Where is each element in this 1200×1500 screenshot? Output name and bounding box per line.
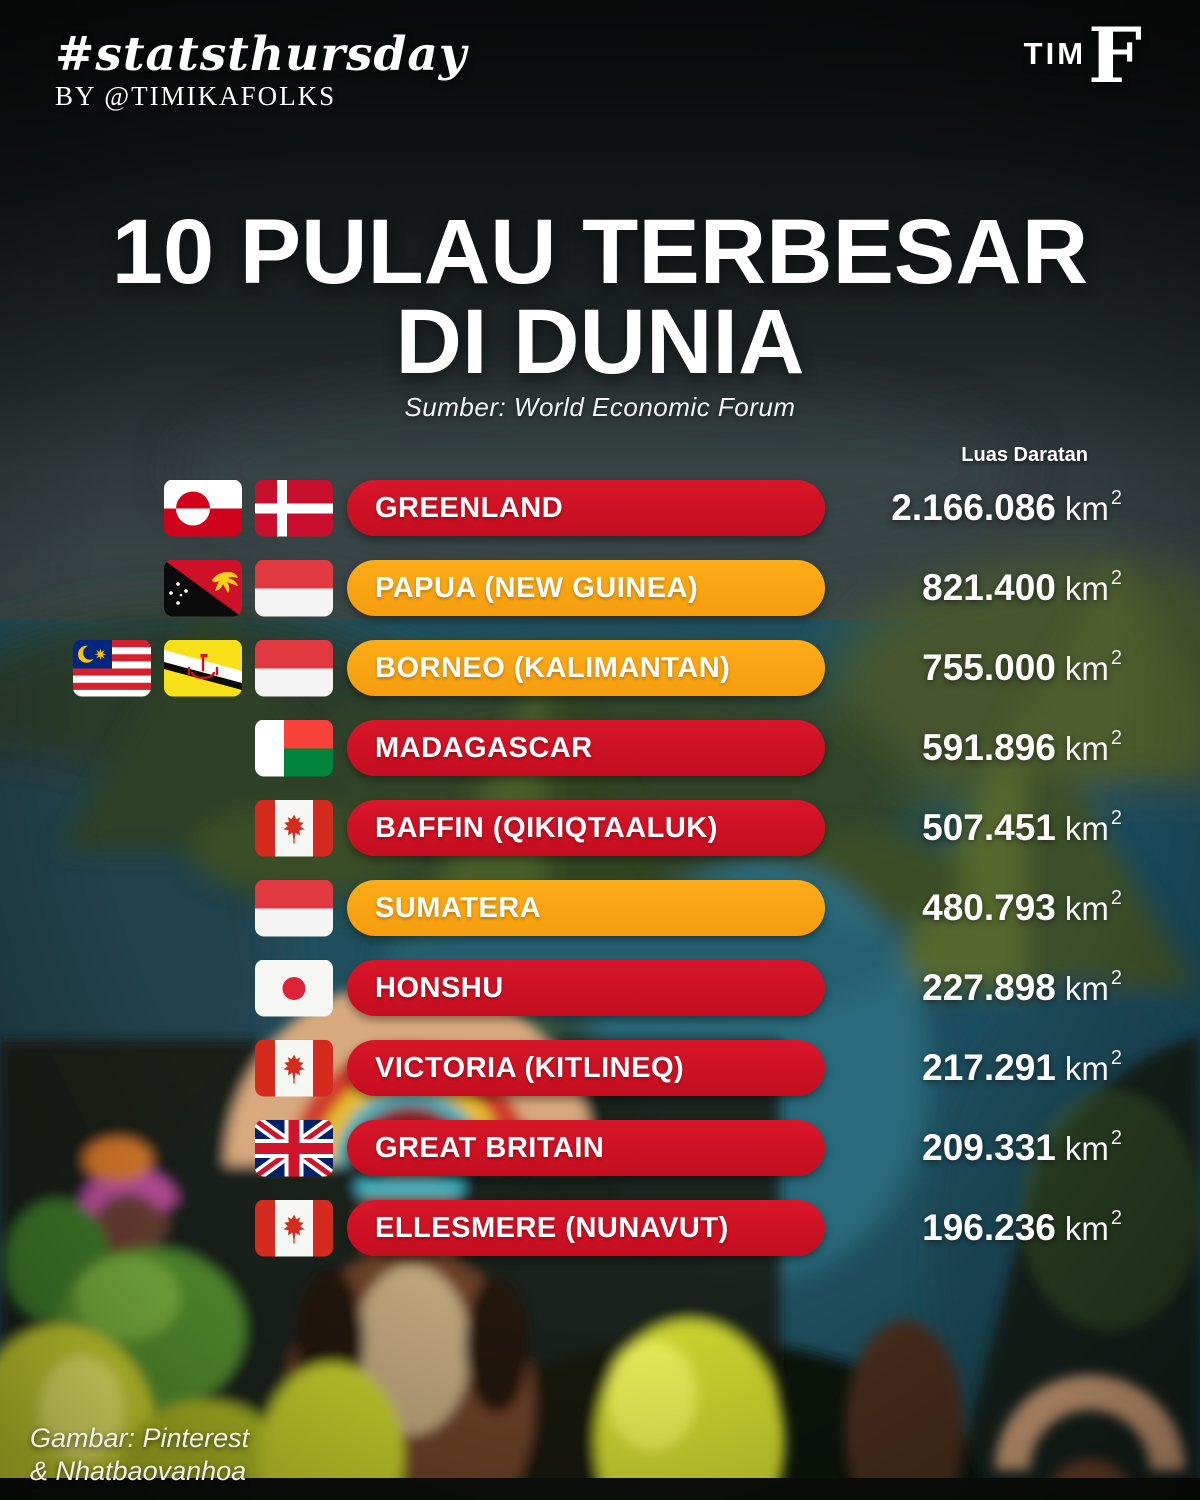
flag-indonesia-icon	[255, 560, 333, 617]
island-name: BORNEO (KALIMANTAN)	[375, 651, 731, 684]
logo-f-text: F	[1088, 11, 1142, 100]
logo-tim-text: TIM	[1023, 36, 1087, 71]
row-baffin: BAFFIN (QIKIQTAALUK) 507.451 km 2	[0, 800, 1200, 856]
credit-line-1: Gambar: Pinterest	[30, 1423, 250, 1453]
area-value: 227.898 km 2	[922, 967, 1122, 1008]
island-bar: ELLESMERE (NUNAVUT)	[347, 1200, 825, 1256]
area-value: 209.331 km 2	[922, 1127, 1122, 1168]
row-greenland: GREENLAND 2.166.086 km 2	[0, 480, 1200, 536]
title-line-2: DI DUNIA	[395, 291, 805, 394]
island-bar: VICTORIA (KITLINEQ)	[347, 1040, 825, 1096]
island-bar: SUMATERA	[347, 880, 825, 936]
island-name: ELLESMERE (NUNAVUT)	[375, 1211, 729, 1244]
area-value: 480.793 km 2	[922, 887, 1122, 928]
area-value: 821.400 km 2	[922, 567, 1122, 608]
timf-logo: TIM F	[1023, 11, 1142, 100]
flag-madagascar-icon	[255, 720, 333, 777]
source-note: Sumber: World Economic Forum	[404, 392, 796, 422]
area-value: 2.166.086 km 2	[891, 487, 1122, 528]
area-value: 217.291 km 2	[922, 1047, 1122, 1088]
byline-text: BY @TIMIKAFOLKS	[55, 81, 337, 112]
row-borneo: BORNEO (KALIMANTAN) 755.000 km 2	[0, 640, 1200, 696]
column-header-luas-daratan: Luas Daratan	[961, 444, 1088, 466]
island-name: GREAT BRITAIN	[375, 1131, 605, 1164]
flag-malaysia-icon	[73, 640, 151, 697]
row-honshu: HONSHU 227.898 km 2	[0, 960, 1200, 1016]
flag-brunei-icon	[164, 640, 242, 697]
area-value: 507.451 km 2	[922, 807, 1122, 848]
image-credit: Gambar: Pinterest & Nhatbaovanhoa	[30, 1422, 249, 1488]
brand-block: #statsthursday BY @TIMIKAFOLKS	[55, 30, 467, 112]
island-list: GREENLAND 2.166.086 km 2 PAPUA (NEW GUINEA…	[0, 480, 1200, 1256]
island-bar: PAPUA (NEW GUINEA)	[347, 560, 825, 616]
flag-greenland-icon	[164, 480, 242, 537]
island-name: HONSHU	[375, 971, 504, 1004]
island-name: MADAGASCAR	[375, 731, 593, 764]
island-bar: BORNEO (KALIMANTAN)	[347, 640, 825, 696]
flag-indonesia-icon	[255, 880, 333, 937]
row-papua: PAPUA (NEW GUINEA) 821.400 km 2	[0, 560, 1200, 616]
flag-canada-icon	[255, 1200, 333, 1257]
flag-papua-new-guinea-icon	[164, 560, 242, 617]
page-title: 10 PULAU TERBESAR DI DUNIA	[0, 201, 1200, 394]
row-great-britain: GREAT BRITAIN 209.331 km 2	[0, 1120, 1200, 1176]
island-bar: BAFFIN (QIKIQTAALUK)	[347, 800, 825, 856]
title-line-1: 10 PULAU TERBESAR	[111, 201, 1089, 303]
island-bar: HONSHU	[347, 960, 825, 1016]
flag-canada-icon	[255, 800, 333, 857]
island-bar: GREAT BRITAIN	[347, 1120, 825, 1176]
flag-great-britain-icon	[255, 1120, 333, 1177]
row-ellesmere: ELLESMERE (NUNAVUT) 196.236 km 2	[0, 1200, 1200, 1256]
island-name: PAPUA (NEW GUINEA)	[375, 571, 699, 604]
island-name: GREENLAND	[375, 491, 564, 524]
island-name: SUMATERA	[375, 891, 542, 924]
flag-japan-icon	[255, 960, 333, 1017]
area-value: 196.236 km 2	[922, 1207, 1122, 1248]
flag-indonesia-icon	[255, 640, 333, 697]
row-sumatera: SUMATERA 480.793 km 2	[0, 880, 1200, 936]
hashtag-text: #statsthursday	[55, 27, 468, 82]
island-bar: MADAGASCAR	[347, 720, 825, 776]
credit-line-2: & Nhatbaovanhoa	[30, 1455, 247, 1486]
island-name: VICTORIA (KITLINEQ)	[375, 1051, 685, 1084]
flag-canada-icon	[255, 1040, 333, 1097]
area-value: 755.000 km 2	[922, 647, 1122, 688]
area-value: 591.896 km 2	[922, 727, 1122, 768]
flag-denmark-icon	[255, 480, 333, 537]
island-name: BAFFIN (QIKIQTAALUK)	[375, 811, 718, 844]
row-victoria: VICTORIA (KITLINEQ) 217.291 km 2	[0, 1040, 1200, 1096]
island-bar: GREENLAND	[347, 480, 825, 536]
row-madagascar: MADAGASCAR 591.896 km 2	[0, 720, 1200, 776]
